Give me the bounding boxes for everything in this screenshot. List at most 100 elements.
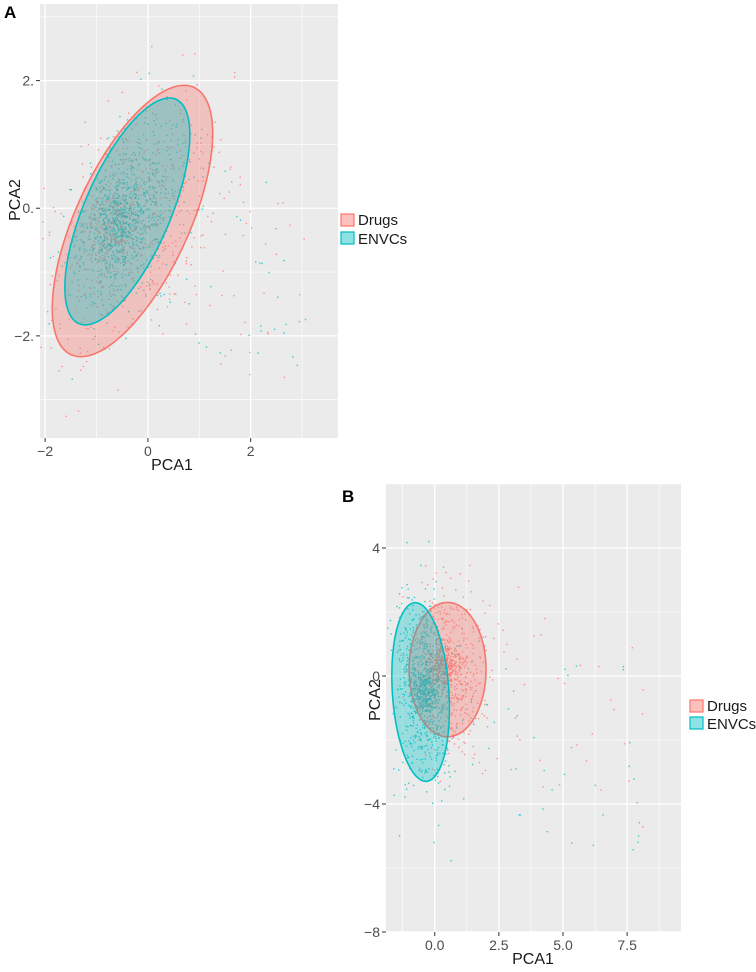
scatter-point: [125, 233, 127, 236]
scatter-point: [100, 274, 103, 276]
scatter-point: [408, 704, 410, 707]
scatter-point: [105, 228, 107, 230]
scatter-point: [123, 214, 126, 217]
scatter-point: [423, 632, 426, 634]
scatter-point: [148, 194, 150, 197]
scatter-point: [101, 259, 104, 262]
scatter-point: [191, 246, 193, 248]
scatter-point: [436, 768, 439, 771]
scatter-point: [121, 211, 123, 214]
scatter-point: [450, 691, 453, 694]
scatter-point: [91, 204, 94, 206]
scatter-point: [75, 311, 77, 313]
scatter-point: [121, 260, 124, 263]
scatter-point: [152, 173, 154, 176]
scatter-point: [147, 123, 149, 126]
scatter-point: [445, 571, 447, 574]
scatter-point: [447, 666, 449, 668]
scatter-point: [419, 639, 421, 642]
scatter-point: [446, 640, 449, 642]
scatter-point: [64, 261, 66, 264]
scatter-point: [208, 162, 210, 165]
scatter-point: [177, 200, 180, 203]
scatter-point: [149, 209, 151, 211]
scatter-point: [142, 210, 144, 212]
scatter-point: [119, 251, 121, 253]
scatter-point: [112, 193, 115, 195]
scatter-point: [558, 784, 561, 786]
scatter-point: [194, 53, 196, 55]
scatter-point: [642, 826, 644, 828]
scatter-point: [168, 153, 171, 156]
scatter-point: [106, 242, 109, 245]
scatter-point: [149, 198, 151, 200]
scatter-point: [101, 248, 103, 250]
scatter-point: [113, 270, 115, 273]
scatter-point: [423, 681, 425, 683]
scatter-point: [422, 651, 425, 653]
scatter-point: [471, 698, 473, 700]
scatter-point: [116, 150, 118, 152]
scatter-point: [111, 215, 114, 217]
scatter-point: [399, 716, 401, 718]
scatter-point: [426, 716, 429, 719]
scatter-point: [115, 172, 118, 175]
scatter-point: [296, 364, 298, 367]
scatter-point: [267, 333, 270, 335]
scatter-point: [436, 673, 438, 675]
scatter-point: [466, 656, 468, 659]
scatter-point: [148, 186, 150, 188]
scatter-point: [486, 704, 489, 706]
scatter-point: [150, 319, 153, 321]
scatter-point: [415, 677, 417, 679]
scatter-point: [424, 682, 426, 684]
scatter-point: [106, 238, 109, 241]
scatter-point: [146, 181, 148, 184]
scatter-point: [132, 213, 135, 215]
scatter-point: [95, 199, 97, 201]
scatter-point: [451, 694, 454, 697]
scatter-point: [110, 276, 112, 278]
scatter-point: [456, 697, 458, 700]
scatter-point: [155, 222, 157, 224]
scatter-point: [105, 262, 108, 264]
scatter-point: [155, 202, 157, 204]
scatter-point: [127, 259, 129, 262]
scatter-point: [93, 208, 95, 210]
scatter-point: [408, 692, 411, 695]
scatter-point: [111, 255, 113, 257]
scatter-point: [423, 690, 425, 693]
scatter-point: [424, 758, 426, 760]
scatter-point: [105, 199, 108, 202]
scatter-point: [403, 677, 405, 679]
scatter-point: [450, 672, 452, 674]
scatter-point: [437, 618, 440, 621]
scatter-point: [413, 668, 415, 670]
scatter-point: [415, 614, 417, 616]
scatter-point: [471, 687, 473, 689]
scatter-point: [480, 671, 483, 673]
scatter-point: [450, 678, 453, 680]
scatter-point: [123, 253, 125, 255]
scatter-point: [448, 665, 451, 667]
scatter-point: [137, 217, 139, 220]
scatter-point: [135, 235, 137, 238]
scatter-point: [170, 168, 172, 170]
scatter-point: [124, 242, 127, 245]
scatter-point: [99, 282, 102, 284]
scatter-point: [139, 265, 142, 268]
scatter-point: [154, 224, 156, 226]
scatter-point: [415, 624, 418, 626]
scatter-point: [123, 235, 125, 238]
scatter-point: [418, 702, 421, 704]
scatter-point: [454, 693, 457, 695]
scatter-point: [90, 304, 93, 307]
scatter-point: [470, 642, 472, 645]
scatter-point: [94, 303, 97, 305]
scatter-point: [94, 237, 96, 239]
scatter-point: [95, 238, 97, 240]
scatter-point: [135, 292, 138, 294]
scatter-point: [454, 664, 457, 667]
scatter-point: [432, 623, 435, 625]
scatter-point: [402, 640, 404, 642]
